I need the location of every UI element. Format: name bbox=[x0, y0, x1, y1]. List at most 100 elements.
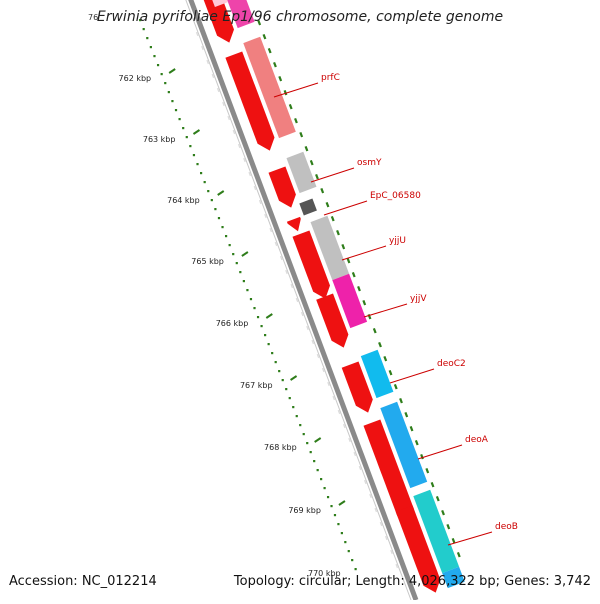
scale-dot bbox=[320, 478, 323, 481]
scale-dot bbox=[351, 559, 354, 562]
scale-dot bbox=[316, 469, 319, 472]
inner-tick bbox=[384, 535, 388, 541]
feature-block bbox=[413, 489, 460, 574]
inner-tick bbox=[306, 325, 309, 331]
scale-dot bbox=[313, 460, 316, 463]
scale-dot bbox=[306, 442, 309, 445]
scale-dot bbox=[246, 289, 249, 292]
inner-tick bbox=[379, 521, 383, 527]
scale-dot bbox=[171, 100, 174, 103]
inner-tick bbox=[369, 493, 372, 499]
backbone-shadow bbox=[185, 0, 412, 601]
feature-block bbox=[442, 566, 465, 589]
inner-tick bbox=[279, 255, 283, 261]
inner-tick bbox=[264, 213, 267, 219]
inner-tick bbox=[195, 31, 199, 37]
scale-dot bbox=[142, 28, 145, 31]
scale-dot bbox=[149, 46, 152, 49]
map-title: Erwinia pyrifoliae Ep1/96 chromosome, co… bbox=[96, 9, 504, 25]
scale-dot bbox=[253, 307, 256, 310]
gene-leader-line bbox=[389, 368, 435, 384]
gene-label-deob: deoB bbox=[495, 522, 518, 532]
outer-tick bbox=[330, 215, 335, 222]
gene-leader-line bbox=[417, 444, 463, 460]
outer-tick bbox=[441, 509, 445, 516]
inner-tick bbox=[327, 381, 330, 387]
gene-block bbox=[292, 230, 330, 299]
scale-major-tick bbox=[265, 313, 273, 319]
inner-tick bbox=[363, 479, 367, 485]
scale-dot bbox=[235, 262, 238, 265]
scale-dot bbox=[354, 568, 357, 571]
inner-tick bbox=[353, 451, 357, 457]
outer-tick bbox=[309, 159, 314, 166]
inner-tick bbox=[201, 45, 204, 51]
scale-dot bbox=[207, 190, 210, 193]
scale-major-tick bbox=[168, 68, 176, 74]
gene-label-deoc2: deoC2 bbox=[437, 359, 466, 369]
scale-dot bbox=[156, 64, 160, 67]
outer-tick bbox=[420, 453, 424, 460]
gene-leader-line bbox=[273, 82, 319, 98]
scale-dot bbox=[185, 136, 188, 139]
outer-tick bbox=[425, 467, 430, 474]
scale-dot bbox=[224, 235, 228, 238]
scale-dot bbox=[274, 361, 277, 364]
gene-label-deoa: deoA bbox=[465, 435, 489, 445]
scale-dot bbox=[228, 244, 231, 247]
scale-dot bbox=[192, 154, 196, 157]
scale-dot bbox=[160, 73, 163, 76]
feature-block bbox=[243, 36, 296, 139]
kbp-label: 768 kbp bbox=[264, 443, 297, 452]
gene-leader-line bbox=[310, 167, 355, 183]
scale-dot bbox=[199, 172, 203, 175]
inner-tick bbox=[237, 143, 241, 149]
inner-tick bbox=[342, 423, 346, 429]
scale-major-tick bbox=[241, 251, 249, 257]
scale-dot bbox=[217, 217, 221, 220]
scale-dot bbox=[288, 397, 291, 400]
kbp-label: 764 kbp bbox=[167, 196, 200, 205]
outer-tick bbox=[393, 383, 398, 390]
outer-tick bbox=[409, 425, 414, 432]
inner-tick bbox=[300, 311, 304, 317]
scale-major-tick bbox=[314, 437, 322, 443]
inner-tick bbox=[348, 437, 351, 443]
gene-label-yjju: yjjU bbox=[389, 236, 406, 246]
scale-dot bbox=[299, 424, 302, 427]
scale-major-tick bbox=[217, 190, 225, 196]
feature-block bbox=[332, 273, 368, 329]
inner-tick bbox=[253, 185, 257, 191]
scale-dot bbox=[330, 505, 333, 508]
outer-tick bbox=[378, 341, 382, 348]
outer-tick bbox=[315, 173, 319, 180]
outer-tick bbox=[267, 47, 272, 54]
truncated-scale-label: 76 bbox=[88, 13, 99, 22]
scale-dot bbox=[242, 280, 245, 283]
outer-tick bbox=[372, 327, 377, 334]
gene-label-osmy: osmY bbox=[357, 158, 382, 168]
scale-dot bbox=[196, 163, 199, 166]
kbp-label: 767 kbp bbox=[240, 381, 273, 390]
scale-dot bbox=[203, 181, 206, 184]
outer-tick bbox=[446, 523, 451, 530]
scale-dot bbox=[146, 37, 149, 40]
outer-tick bbox=[283, 89, 288, 96]
feature-block bbox=[299, 198, 317, 216]
outer-tick bbox=[278, 75, 283, 82]
outer-tick bbox=[414, 439, 419, 446]
outer-tick bbox=[273, 61, 277, 68]
scale-dot bbox=[326, 496, 330, 499]
outer-tick bbox=[294, 117, 298, 124]
outer-tick bbox=[451, 537, 456, 544]
outer-tick bbox=[456, 551, 461, 558]
outer-tick bbox=[262, 33, 267, 40]
scale-dot bbox=[139, 19, 142, 22]
feature-block bbox=[380, 401, 428, 489]
scale-dot bbox=[210, 199, 213, 202]
outer-tick bbox=[388, 369, 393, 376]
inner-tick bbox=[321, 367, 325, 373]
scale-dot bbox=[285, 388, 288, 391]
